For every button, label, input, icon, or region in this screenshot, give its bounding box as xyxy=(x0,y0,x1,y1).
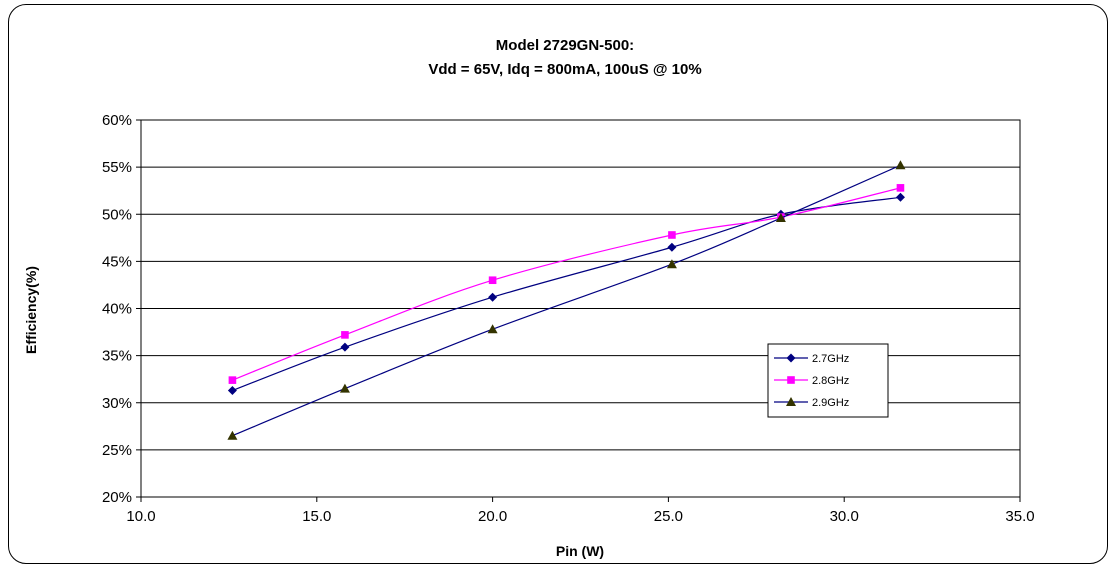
y-tick-label: 25% xyxy=(102,442,132,459)
y-tick-label: 20% xyxy=(102,489,132,506)
y-tick-label: 60% xyxy=(102,112,132,129)
data-point xyxy=(340,342,350,352)
legend-marker xyxy=(787,376,795,384)
data-point xyxy=(895,160,906,170)
data-point xyxy=(487,324,498,334)
y-tick-label: 30% xyxy=(102,395,132,412)
data-point xyxy=(488,276,497,285)
chart-title: Model 2729GN-500: xyxy=(496,37,634,54)
y-tick-label: 40% xyxy=(102,301,132,318)
y-tick-label: 55% xyxy=(102,159,132,176)
series-line xyxy=(232,187,901,381)
data-point xyxy=(775,213,786,223)
legend-marker xyxy=(786,353,796,363)
series-line xyxy=(232,164,901,437)
legend-item: 2.9GHz xyxy=(774,397,849,409)
data-point xyxy=(666,259,677,269)
data-point xyxy=(228,376,237,384)
x-tick-label: 10.0 xyxy=(126,508,155,525)
series-layer xyxy=(227,160,906,440)
y-tick-label: 50% xyxy=(102,206,132,223)
legend-label: 2.8GHz xyxy=(812,375,849,387)
legend-item: 2.7GHz xyxy=(774,353,849,365)
data-point xyxy=(227,385,237,395)
legend-label: 2.9GHz xyxy=(812,397,849,409)
legend-item: 2.8GHz xyxy=(774,375,849,387)
data-point xyxy=(339,383,350,393)
legend-label: 2.7GHz xyxy=(812,353,849,365)
x-axis-label: Pin (W) xyxy=(556,543,604,559)
x-tick-label: 35.0 xyxy=(1005,508,1034,525)
series-2.9GHz xyxy=(227,160,906,440)
data-point xyxy=(341,331,349,339)
chart-subtitle: Vdd = 65V, Idq = 800mA, 100uS @ 10% xyxy=(428,61,701,78)
data-point xyxy=(227,430,238,440)
x-tick-label: 20.0 xyxy=(478,508,507,525)
y-axis-label: Efficiency(%) xyxy=(23,266,39,354)
legend: 2.7GHz 2.8GHz 2.9GHz xyxy=(767,343,889,418)
y-tick-label: 45% xyxy=(102,253,132,270)
x-tick-label: 30.0 xyxy=(830,508,859,525)
y-axis: 20% 25% 30% 35% 40% 45% 50% 55% 60% xyxy=(102,112,141,506)
x-tick-label: 25.0 xyxy=(654,508,683,525)
legend-marker xyxy=(786,397,796,406)
chart-frame xyxy=(8,4,1108,564)
data-point xyxy=(667,242,677,252)
x-tick-label: 15.0 xyxy=(302,508,331,525)
data-point xyxy=(895,192,905,202)
x-axis: 10.0 15.0 20.0 25.0 30.0 35.0 xyxy=(126,497,1035,525)
data-point xyxy=(896,184,905,192)
data-point xyxy=(488,292,498,302)
gridlines xyxy=(141,119,1020,498)
y-tick-label: 35% xyxy=(102,348,132,365)
data-point xyxy=(668,231,676,239)
